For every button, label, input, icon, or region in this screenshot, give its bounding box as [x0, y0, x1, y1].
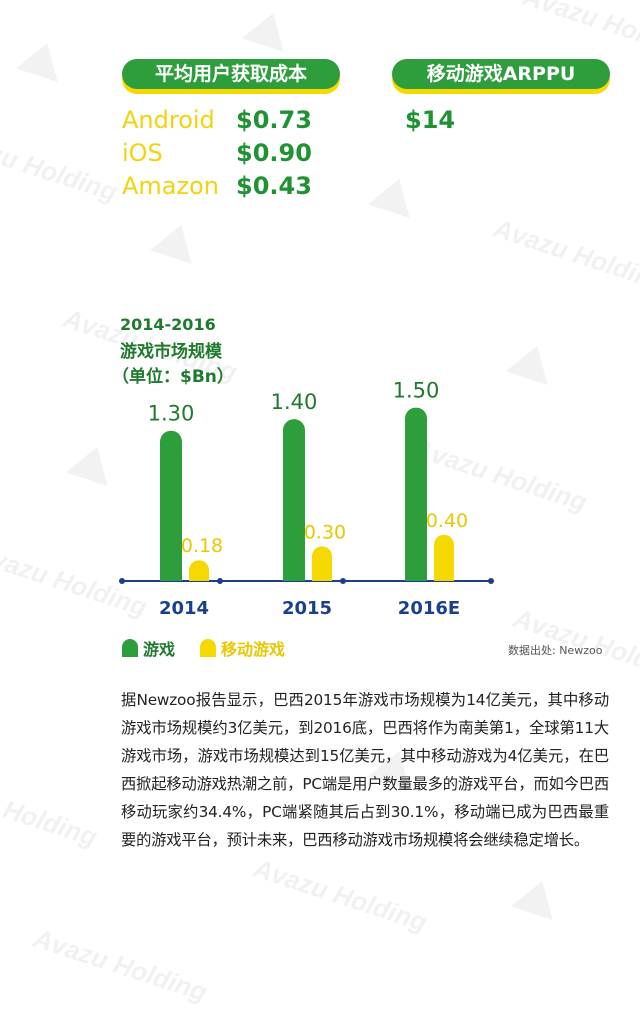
data-label: 0.18	[181, 535, 223, 557]
watermark-logo-icon	[510, 874, 564, 920]
data-label: 0.30	[304, 521, 346, 543]
platform-label: Amazon	[122, 172, 219, 200]
watermark-text: Avazu Holding	[0, 767, 101, 853]
cost-value: $0.73	[236, 106, 312, 134]
bar-chart: 1.30 1.40 1.50 0.18 0.30 0.40 2014 2015 2016E	[119, 379, 494, 619]
chart-title-main: 游戏市场规模	[120, 342, 222, 362]
bar-games	[405, 407, 427, 581]
legend-swatch-green	[122, 639, 138, 657]
bar-mobile-games	[434, 534, 454, 581]
data-label: 1.40	[271, 390, 318, 414]
x-tick-label: 2014	[159, 598, 209, 619]
bar-games	[160, 430, 182, 581]
legend-item-games: 游戏	[122, 636, 175, 660]
data-label: 0.40	[426, 510, 468, 532]
x-tick-label: 2015	[282, 598, 332, 619]
body-paragraph: 据Newzoo报告显示，巴西2015年游戏市场规模为14亿美元，其中移动游戏市场…	[121, 691, 609, 849]
axis-dot	[340, 578, 346, 584]
platform-label: iOS	[122, 139, 163, 167]
legend-label: 游戏	[143, 640, 176, 659]
acquisition-cost-header: 平均用户获取成本	[122, 59, 340, 89]
platform-label: Android	[122, 106, 215, 134]
legend-item-mobile-games: 移动游戏	[200, 636, 285, 660]
chart-title-years: 2014-2016	[120, 315, 216, 334]
watermark-text: Avazu Holding	[29, 922, 211, 1008]
legend-label: 移动游戏	[221, 640, 286, 659]
axis-dot	[217, 578, 223, 584]
axis-dot	[119, 578, 125, 584]
cost-value: $0.90	[236, 139, 312, 167]
chart-title-unit: （单位：$Bn）	[112, 367, 234, 387]
watermark-text: Avazu Holding	[249, 852, 431, 938]
bar-games	[283, 419, 305, 581]
arppu-value: $14	[405, 106, 456, 134]
data-source: 数据出处: Newzoo	[508, 644, 603, 657]
data-label: 1.30	[148, 402, 195, 426]
cost-value: $0.43	[236, 172, 312, 200]
data-label: 1.50	[393, 379, 440, 403]
bar-mobile-games	[312, 546, 332, 581]
legend-swatch-yellow	[200, 639, 216, 657]
axis-dot	[488, 578, 494, 584]
arppu-header: 移动游戏ARPPU	[392, 59, 610, 89]
bar-mobile-games	[189, 560, 209, 581]
x-tick-label: 2016E	[398, 598, 460, 619]
